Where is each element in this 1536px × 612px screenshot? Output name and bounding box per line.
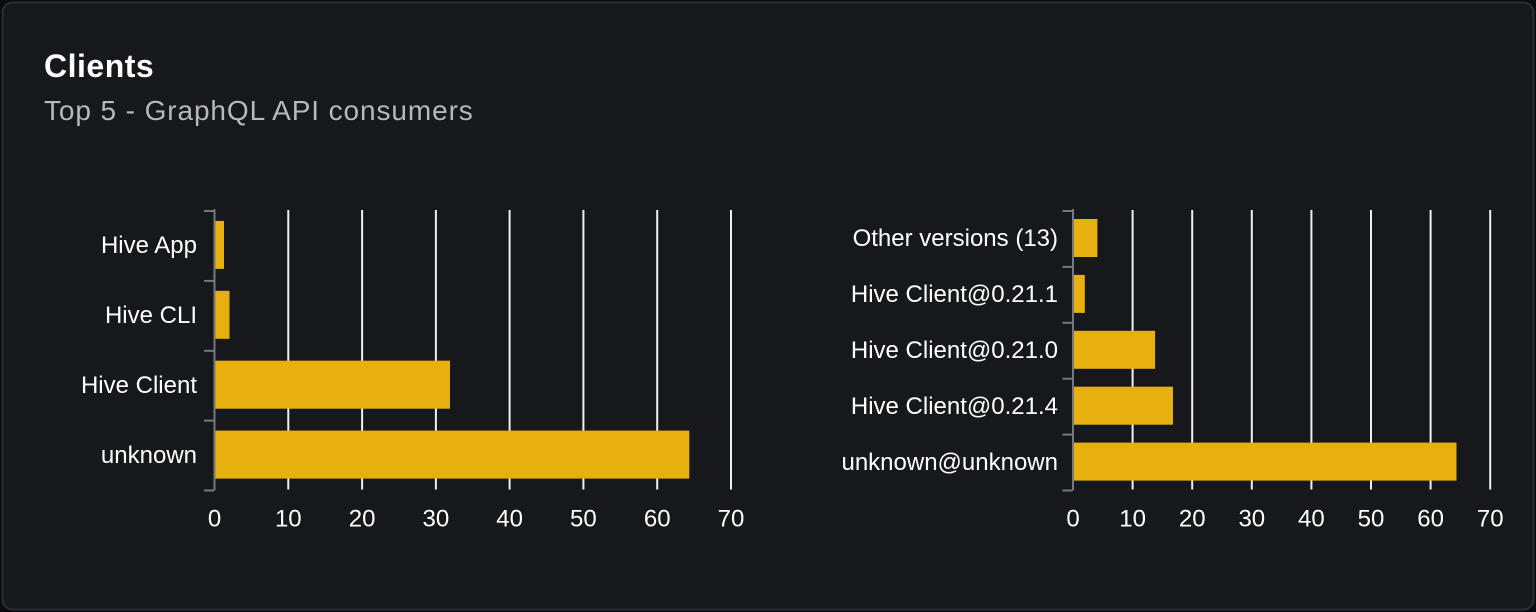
svg-text:60: 60 <box>644 506 671 533</box>
svg-text:10: 10 <box>275 506 302 533</box>
svg-text:Hive Client@0.21.4: Hive Client@0.21.4 <box>851 393 1058 420</box>
svg-text:70: 70 <box>1477 506 1504 533</box>
svg-text:Other versions (13): Other versions (13) <box>853 225 1058 252</box>
svg-text:10: 10 <box>1119 506 1146 533</box>
svg-text:Hive Client@0.21.1: Hive Client@0.21.1 <box>851 281 1058 308</box>
svg-text:70: 70 <box>718 506 745 533</box>
svg-text:Top 5 - GraphQL API consumers: Top 5 - GraphQL API consumers <box>44 95 474 126</box>
svg-text:unknown: unknown <box>101 442 197 469</box>
svg-text:unknown@unknown: unknown@unknown <box>841 449 1058 476</box>
svg-text:60: 60 <box>1417 506 1444 533</box>
svg-text:50: 50 <box>1358 506 1385 533</box>
svg-text:30: 30 <box>423 506 450 533</box>
svg-text:0: 0 <box>208 506 221 533</box>
svg-text:30: 30 <box>1238 506 1265 533</box>
svg-text:20: 20 <box>1179 506 1206 533</box>
svg-text:20: 20 <box>349 506 376 533</box>
svg-text:0: 0 <box>1066 506 1079 533</box>
svg-text:40: 40 <box>1298 506 1325 533</box>
svg-text:40: 40 <box>496 506 523 533</box>
svg-text:Clients: Clients <box>44 48 154 84</box>
svg-text:Hive App: Hive App <box>101 232 197 259</box>
svg-text:Hive Client: Hive Client <box>81 372 197 399</box>
svg-text:Hive CLI: Hive CLI <box>105 302 197 329</box>
svg-text:Hive Client@0.21.0: Hive Client@0.21.0 <box>851 337 1058 364</box>
svg-text:50: 50 <box>570 506 597 533</box>
